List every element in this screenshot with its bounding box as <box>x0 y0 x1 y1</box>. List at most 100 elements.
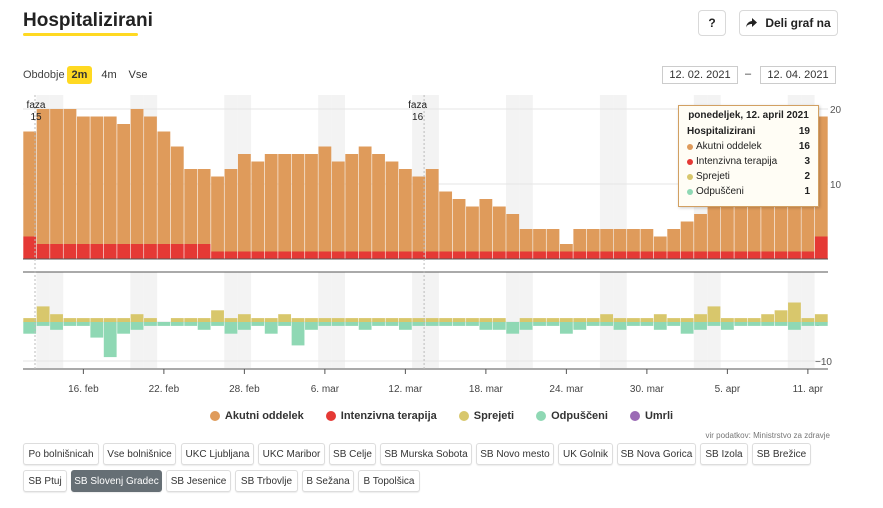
hospital-button-sb-novo-mesto[interactable]: SB Novo mesto <box>476 443 554 465</box>
acute-bar <box>237 154 251 252</box>
discharged-bar <box>278 322 292 326</box>
discharged-bar <box>720 322 734 330</box>
discharged-dot-icon <box>536 411 547 421</box>
admitted-bar <box>264 318 278 322</box>
share-button[interactable]: Deli graf na <box>739 10 838 36</box>
icu-bar <box>667 251 681 259</box>
y-tick-label: −10 <box>815 357 832 368</box>
legend-item-acute[interactable]: Akutni oddelek <box>209 410 304 422</box>
icu-bar <box>345 251 359 259</box>
legend-item-deceased[interactable]: Umrli <box>629 410 673 422</box>
page-title: Hospitalizirani <box>23 10 153 31</box>
discharged-bar <box>372 322 385 326</box>
admitted-bar <box>331 318 345 322</box>
legend-item-admitted[interactable]: Sprejeti <box>458 410 514 422</box>
discharged-bar <box>559 322 573 334</box>
period-option-all[interactable]: Vse <box>128 69 148 81</box>
hospital-button-sb-celje[interactable]: SB Celje <box>329 443 376 465</box>
acute-bar <box>345 154 359 252</box>
acute-bar <box>479 199 493 252</box>
acute-bar <box>224 169 238 252</box>
date-to-input[interactable]: 12. 04. 2021 <box>760 66 836 84</box>
acute-bar <box>117 124 131 244</box>
icu-bar <box>224 251 238 259</box>
admitted-bar <box>466 318 479 322</box>
admitted-bar <box>573 318 587 322</box>
discharged-bar <box>331 322 345 326</box>
icu-bar <box>586 251 600 259</box>
admitted-bar <box>372 318 385 322</box>
hospital-button-uk-golnik[interactable]: UK Golnik <box>558 443 613 465</box>
hospital-button-by-hospital[interactable]: Po bolnišnicah <box>23 443 99 465</box>
hospital-button-sb-trbovlje[interactable]: SB Trbovlje <box>235 470 298 492</box>
hospital-button-sb-ptuj[interactable]: SB Ptuj <box>23 470 67 492</box>
admitted-bar <box>385 318 399 322</box>
discharged-bar <box>305 322 318 330</box>
acute-bar <box>425 169 439 252</box>
icu-bar <box>50 244 63 259</box>
acute-bar <box>251 161 265 252</box>
admitted-bar <box>707 306 721 322</box>
acute-bar <box>318 146 332 252</box>
admitted-bar <box>761 314 775 322</box>
hospital-button-sb-nova-gorica[interactable]: SB Nova Gorica <box>617 443 696 465</box>
phase-number: 15 <box>30 112 42 123</box>
discharged-bar <box>23 322 37 334</box>
discharged-bar <box>680 322 694 334</box>
icu-bar <box>103 244 117 259</box>
admitted-bar <box>318 318 332 322</box>
hospital-button-ukc-ljubljana[interactable]: UKC Ljubljana <box>181 443 254 465</box>
date-separator: – <box>745 68 752 80</box>
discharged-bar <box>345 322 359 326</box>
hospital-button-sb-slovenj-gradec[interactable]: SB Slovenj Gradec <box>71 470 162 492</box>
discharged-bar <box>466 322 479 326</box>
date-from-input[interactable]: 12. 02. 2021 <box>662 66 738 84</box>
tooltip-row-hospitalized: Hospitalizirani 19 <box>687 126 810 137</box>
discharged-bar <box>667 322 681 326</box>
admitted-bar <box>278 314 292 322</box>
hospital-button-all[interactable]: Vse bolnišnice <box>103 443 176 465</box>
discharged-bar <box>90 322 104 338</box>
discharged-bar <box>197 322 211 330</box>
admitted-bar <box>734 318 748 322</box>
period-option-4m[interactable]: 4m <box>101 69 117 81</box>
x-tick-label: 30. mar <box>630 384 665 395</box>
help-button[interactable]: ? <box>698 10 726 36</box>
admitted-bar <box>747 318 761 322</box>
admitted-bar <box>144 318 157 322</box>
icu-bar <box>492 251 506 259</box>
legend-item-icu[interactable]: Intenzivna terapija <box>325 410 437 422</box>
acute-bar <box>694 214 707 252</box>
acute-bar <box>573 229 587 252</box>
admitted-bar <box>345 318 359 322</box>
legend-item-discharged[interactable]: Odpuščeni <box>536 410 608 422</box>
acute-bar <box>157 131 171 244</box>
discharged-bar <box>211 322 224 326</box>
x-tick-label: 18. mar <box>469 384 504 395</box>
hospital-button-ukc-maribor[interactable]: UKC Maribor <box>258 443 325 465</box>
admitted-bar <box>197 318 211 322</box>
hospital-button-sb-izola[interactable]: SB Izola <box>700 443 748 465</box>
acute-bar <box>211 176 224 252</box>
hospital-button-sb-murska-sobota[interactable]: SB Murska Sobota <box>380 443 472 465</box>
acute-bar <box>680 221 694 252</box>
discharged-bar <box>801 322 815 326</box>
hospital-button-sb-brezice[interactable]: SB Brežice <box>752 443 811 465</box>
period-option-2m[interactable]: 2m <box>67 66 92 84</box>
acute-bar <box>466 206 479 252</box>
hospital-button-b-sezana[interactable]: B Sežana <box>302 470 354 492</box>
discharged-bar <box>170 322 184 326</box>
hospital-button-b-topolsica[interactable]: B Topolšica <box>358 470 420 492</box>
icu-bar <box>533 251 546 259</box>
x-tick-label: 5. apr <box>715 384 741 395</box>
acute-bar <box>707 199 721 252</box>
icu-dot-icon <box>325 411 336 421</box>
tooltip-row-acute: Akutni oddelek 16 <box>687 139 810 154</box>
chart-legend: Akutni oddelek Intenzivna terapija Sprej… <box>0 410 883 422</box>
hospital-button-sb-jesenice[interactable]: SB Jesenice <box>166 470 231 492</box>
icu-bar <box>707 251 721 259</box>
admitted-dot-icon <box>687 173 693 180</box>
tooltip-title: ponedeljek, 12. april 2021 <box>688 110 809 121</box>
acute-bar <box>76 116 90 244</box>
